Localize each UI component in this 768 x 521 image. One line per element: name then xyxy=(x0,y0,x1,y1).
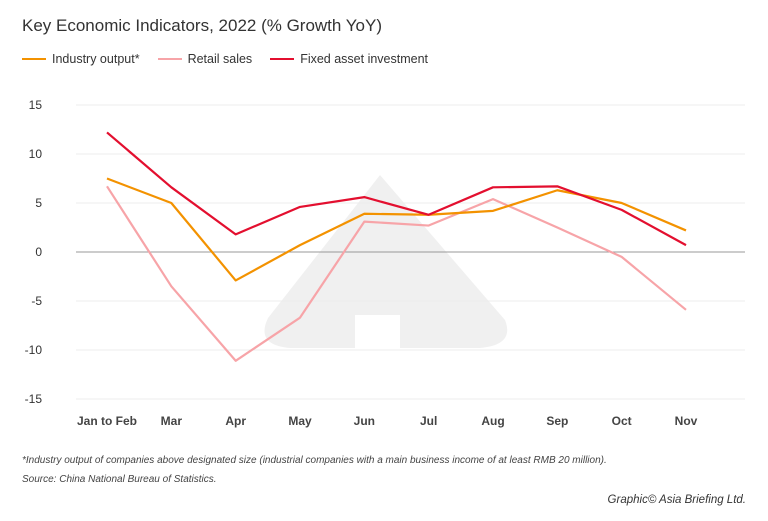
source-note: Source: China National Bureau of Statist… xyxy=(22,474,217,485)
footnote: *Industry output of companies above desi… xyxy=(22,455,607,466)
series-line-2 xyxy=(106,131,687,247)
legend-swatch xyxy=(270,58,295,60)
x-tick-label: Jan to Feb xyxy=(77,414,137,428)
x-tick-label: Jul xyxy=(420,414,437,428)
y-tick-label: 15 xyxy=(29,98,43,112)
legend-item-industry: Industry output* xyxy=(22,52,140,66)
y-tick-label: 10 xyxy=(29,147,43,161)
y-tick-label: -5 xyxy=(31,294,42,308)
x-tick-label: May xyxy=(288,414,312,428)
legend-swatch xyxy=(157,58,182,60)
legend: Industry output* Retail sales Fixed asse… xyxy=(22,52,428,66)
series-line-0 xyxy=(106,177,687,282)
chart-title: Key Economic Indicators, 2022 (% Growth … xyxy=(22,16,383,35)
x-tick-label: Sep xyxy=(546,414,568,428)
legend-item-fai: Fixed asset investment xyxy=(270,52,428,66)
legend-label: Industry output* xyxy=(52,52,140,66)
y-tick-label: -15 xyxy=(25,392,43,406)
legend-swatch xyxy=(22,58,46,60)
x-tick-label: Oct xyxy=(612,414,632,428)
x-tick-label: Jun xyxy=(354,414,375,428)
x-tick-label: Apr xyxy=(225,414,246,428)
series-line-1 xyxy=(106,185,687,362)
y-tick-label: -10 xyxy=(25,343,43,357)
x-tick-label: Nov xyxy=(675,414,698,428)
legend-label: Retail sales xyxy=(187,52,253,66)
legend-item-retail: Retail sales xyxy=(157,52,253,66)
watermark-logo xyxy=(264,175,508,348)
legend-label: Fixed asset investment xyxy=(300,52,429,66)
y-tick-label: 5 xyxy=(35,196,42,210)
credit: Graphic© Asia Briefing Ltd. xyxy=(607,494,746,506)
y-tick-label: 0 xyxy=(35,245,42,259)
x-tick-label: Aug xyxy=(481,414,504,428)
x-tick-label: Mar xyxy=(161,414,183,428)
